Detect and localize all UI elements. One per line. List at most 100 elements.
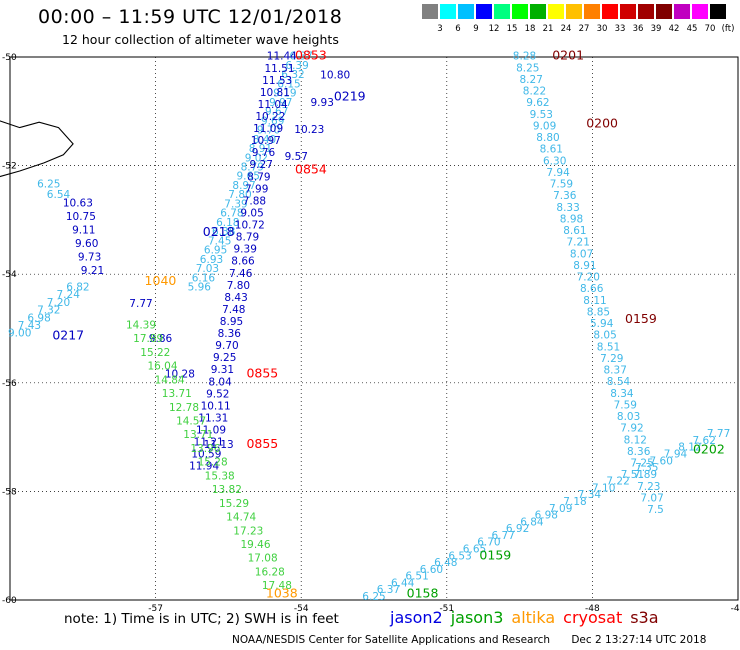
wave-height-value: 7.23 <box>637 481 660 493</box>
x-tick-label: -54 <box>294 604 309 614</box>
wave-height-value: 8.79 <box>236 232 259 244</box>
wave-height-value: 7.59 <box>550 179 573 191</box>
wave-height-value: 11.09 <box>253 123 283 135</box>
colorbar-label: 21 <box>542 24 554 34</box>
wave-height-value: 9.76 <box>252 147 276 159</box>
colorbar-swatch <box>494 4 510 19</box>
x-tick-label: -45 <box>731 604 740 614</box>
wave-height-value: 11.53 <box>262 75 292 87</box>
wave-height-value: 6.65 <box>463 544 486 556</box>
wave-height-value: 8.61 <box>540 144 563 156</box>
colorbar-swatch <box>620 4 636 19</box>
wave-height-value: 6.78 <box>220 208 243 220</box>
wave-height-value: 8.04 <box>208 376 232 388</box>
wave-height-value: 17.08 <box>248 553 278 565</box>
wave-height-value: 7.94 <box>664 449 688 461</box>
colorbar-swatch <box>422 4 438 19</box>
wave-height-value: 10.63 <box>63 197 93 209</box>
pass-time-label: 0202 <box>693 441 725 456</box>
wave-height-value: 6.37 <box>377 584 400 596</box>
pass-time-label: 0855 <box>246 436 278 451</box>
wave-height-value: 8.36 <box>627 446 651 458</box>
colorbar-label: 6 <box>455 24 461 34</box>
page-title: 00:00 – 11:59 UTC 12/01/2018 <box>38 6 343 28</box>
colorbar-swatch <box>566 4 582 19</box>
wave-height-value: 6.98 <box>27 312 50 324</box>
wave-height-value: 8.27 <box>520 74 543 86</box>
legend-cryosat: cryosat <box>563 608 623 627</box>
wave-height-value: 6.54 <box>47 189 71 201</box>
wave-height-value: 13.96 <box>190 443 220 455</box>
wave-height-value: 7.94 <box>546 167 570 179</box>
wave-height-value: 7.09 <box>549 503 572 515</box>
wave-height-value: 7.39 <box>224 198 247 210</box>
wave-height-value: 5.96 <box>188 282 212 294</box>
colorbar-swatch <box>674 4 690 19</box>
pass-time-label: 1038 <box>266 585 298 600</box>
wave-height-value: 6.82 <box>66 282 89 294</box>
colorbar-label: 9 <box>473 24 479 34</box>
wave-height-value: 8.80 <box>536 132 559 144</box>
wave-height-value: 17.23 <box>233 525 263 537</box>
wave-height-value: 9.62 <box>526 97 549 109</box>
wave-height-value: 8.28 <box>513 51 536 63</box>
wave-height-value: 11.13 <box>204 439 234 451</box>
wave-height-value: 8.98 <box>560 214 583 226</box>
wave-height-value: 17.48 <box>262 580 292 592</box>
wave-height-value: 8.11 <box>583 295 606 307</box>
wave-height-value: 8.43 <box>224 292 247 304</box>
wave-height-value: 7.88 <box>243 195 266 207</box>
wave-height-value: 7.99 <box>245 183 268 195</box>
legend-jason3: jason3 <box>450 608 504 627</box>
wave-height-value: 7.43 <box>18 320 41 332</box>
colorbar-label: 18 <box>524 24 536 34</box>
wave-height-value: 10.97 <box>251 135 281 147</box>
wave-height-value: 13.82 <box>212 484 242 496</box>
wave-height-value: 9.53 <box>530 109 553 121</box>
wave-height-value: 6.93 <box>200 254 223 266</box>
wave-height-value: 9.60 <box>75 238 98 250</box>
wave-height-value: 6.92 <box>506 523 529 535</box>
wave-height-value: 7.29 <box>600 353 623 365</box>
legend-s3a: s3a <box>630 608 659 627</box>
wave-height-value: 7.10 <box>592 482 615 494</box>
wave-height-value: 6.70 <box>477 537 500 549</box>
wave-height-value: 10.22 <box>255 111 285 123</box>
wave-height-value: 6.16 <box>192 272 216 284</box>
wave-height-value: 8.51 <box>597 341 620 353</box>
wave-height-value: 7.60 <box>650 455 673 467</box>
colorbar-label: (ft) <box>721 24 735 34</box>
wave-height-value: 6.77 <box>492 530 515 542</box>
wave-height-value: 8.25 <box>516 62 539 74</box>
wave-height-value: 10.28 <box>165 368 195 380</box>
note-text: note: 1) Time is in UTC; 2) SWH is in fe… <box>64 611 339 627</box>
colorbar-swatch <box>458 4 474 19</box>
wave-height-value: 8.91 <box>573 260 596 272</box>
wave-height-value: 16.28 <box>255 566 285 578</box>
wave-height-value: 8.79 <box>247 171 270 183</box>
wave-height-value: 7.20 <box>577 272 600 284</box>
wave-height-value: 8.79 <box>241 162 264 174</box>
wave-height-value: 7.20 <box>47 297 70 309</box>
wave-height-value: 10.72 <box>235 220 265 232</box>
y-tick-label: -52 <box>2 162 17 172</box>
wave-height-value: 17.89 <box>133 333 163 345</box>
wave-height-value: 8.40 <box>253 134 276 146</box>
wave-height-value: 8.95 <box>220 316 243 328</box>
colorbar-swatch <box>548 4 564 19</box>
credit-text: NOAA/NESDIS Center for Satellite Applica… <box>232 634 550 646</box>
wave-height-value: 8.85 <box>587 307 610 319</box>
legend-jason2: jason2 <box>390 608 443 627</box>
wave-height-value: 15.38 <box>205 470 235 482</box>
wave-height-value: 14.74 <box>226 512 256 524</box>
wave-height-value: 15.28 <box>198 457 228 469</box>
wave-height-value: 9.09 <box>533 121 556 133</box>
pass-time-label: 0158 <box>407 585 439 600</box>
pass-time-label: 0855 <box>246 365 278 380</box>
wave-height-value: 6.84 <box>520 516 544 528</box>
wave-height-value: 7.51 <box>621 469 644 481</box>
wave-height-value: 11.44 <box>267 51 297 63</box>
wave-height-value: 8.66 <box>580 283 604 295</box>
wave-height-value: 13.71 <box>162 388 192 400</box>
wave-height-value: 6.95 <box>204 245 227 257</box>
